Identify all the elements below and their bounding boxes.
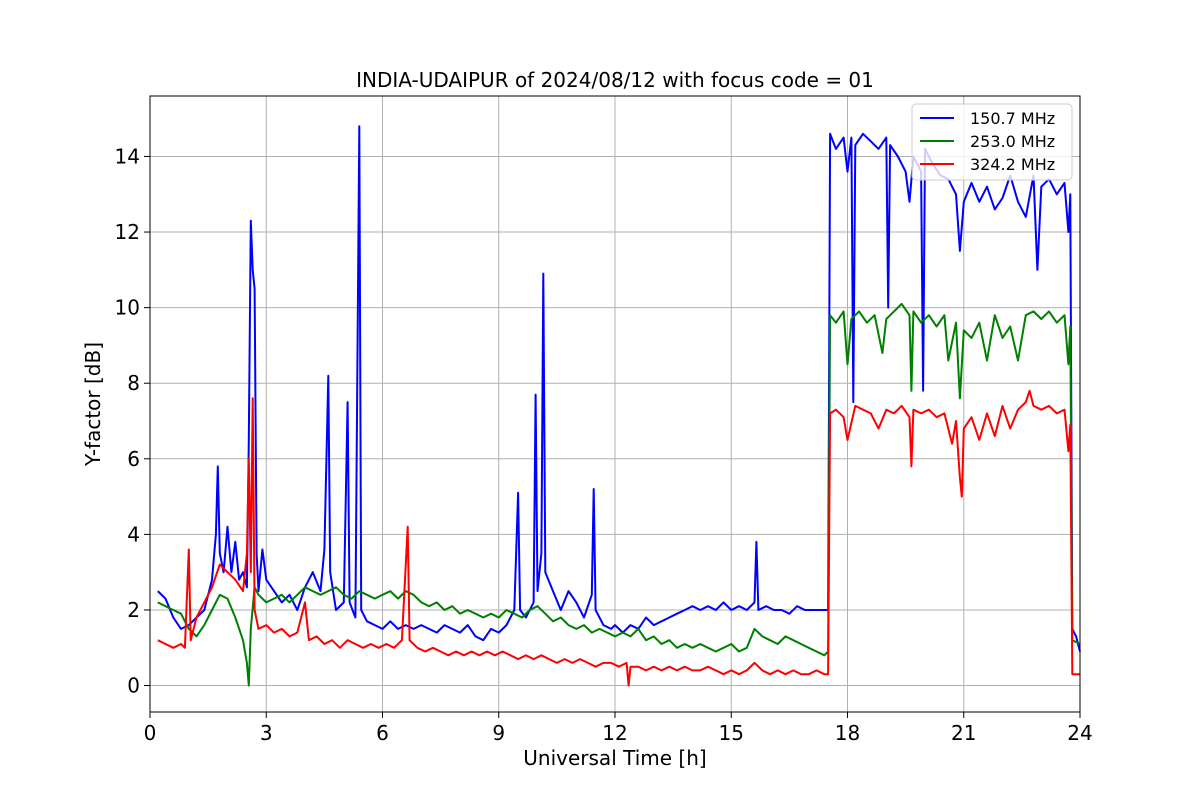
x-tick-label-3: 9 bbox=[492, 721, 505, 745]
series-line-2 bbox=[157, 389, 1080, 687]
y-tick-label-7: 14 bbox=[115, 144, 140, 168]
legend-label-1: 253.0 MHz bbox=[970, 132, 1055, 151]
x-tick-label-5: 15 bbox=[719, 721, 744, 745]
series-line-1 bbox=[157, 302, 1081, 687]
legend-label-0: 150.7 MHz bbox=[970, 109, 1055, 128]
x-tick-label-7: 21 bbox=[951, 721, 976, 745]
y-tick-label-5: 10 bbox=[115, 296, 140, 320]
x-tick-label-8: 24 bbox=[1067, 721, 1092, 745]
x-tick-label-0: 0 bbox=[144, 721, 157, 745]
y-tick-label-2: 4 bbox=[127, 522, 140, 546]
chart-title: INDIA-UDAIPUR of 2024/08/12 with focus c… bbox=[356, 68, 874, 92]
y-tick-label-6: 12 bbox=[115, 220, 140, 244]
x-tick-label-6: 18 bbox=[835, 721, 860, 745]
legend: 150.7 MHz 253.0 MHz 324.2 MHz bbox=[911, 103, 1073, 181]
x-axis-label: Universal Time [h] bbox=[523, 746, 706, 770]
y-tick-label-3: 6 bbox=[127, 447, 140, 471]
legend-label-2: 324.2 MHz bbox=[970, 155, 1055, 174]
y-axis-label: Y-factor [dB] bbox=[81, 342, 105, 467]
legend-box bbox=[911, 103, 1073, 181]
y-tick-label-1: 2 bbox=[127, 598, 140, 622]
series-group bbox=[157, 125, 1081, 687]
y-tick-label-0: 0 bbox=[127, 674, 140, 698]
x-tick-label-2: 6 bbox=[376, 721, 389, 745]
x-tick-label-4: 12 bbox=[602, 721, 627, 745]
y-tick-label-4: 8 bbox=[127, 371, 140, 395]
x-tick-label-1: 3 bbox=[260, 721, 273, 745]
grid-lines bbox=[149, 96, 1081, 712]
series-line-0 bbox=[157, 125, 1081, 652]
